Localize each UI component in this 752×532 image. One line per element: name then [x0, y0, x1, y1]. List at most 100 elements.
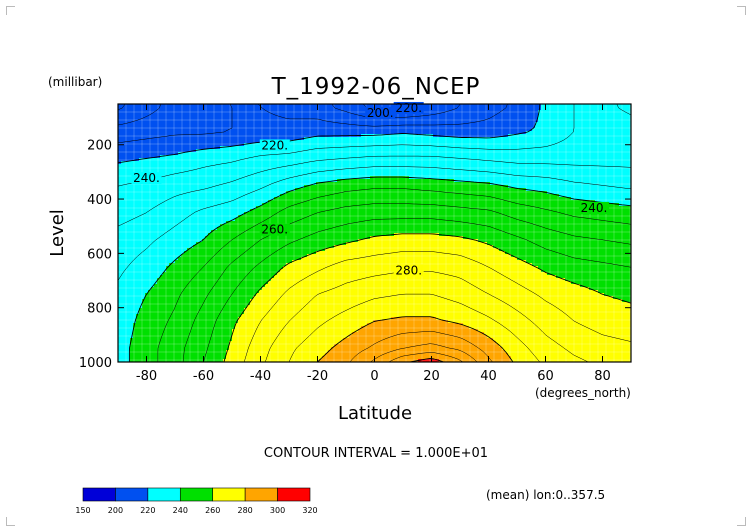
contour-fill-cell [244, 182, 248, 186]
contour-fill-cell [424, 107, 428, 111]
contour-fill-cell [604, 119, 608, 123]
contour-fill-cell [577, 122, 581, 126]
contour-fill-cell [118, 164, 122, 168]
contour-fill-cell [301, 104, 305, 108]
contour-fill-cell [211, 176, 215, 180]
contour-fill-cell [469, 185, 473, 189]
contour-fill-cell [163, 104, 167, 108]
contour-fill-cell [172, 125, 176, 129]
contour-fill-cell [316, 155, 320, 159]
contour-fill-cell [490, 107, 494, 111]
contour-fill-cell [475, 134, 479, 138]
contour-fill-cell [604, 116, 608, 120]
contour-fill-cell [190, 167, 194, 171]
contour-fill-cell [460, 158, 464, 162]
contour-fill-cell [157, 170, 161, 174]
contour-fill-cell [256, 122, 260, 126]
contour-fill-cell [421, 167, 425, 171]
contour-fill-cell [187, 122, 191, 126]
contour-fill-cell [418, 143, 422, 147]
contour-fill-cell [184, 155, 188, 159]
contour-fill-cell [583, 176, 587, 180]
contour-fill-cell [301, 179, 305, 183]
contour-fill-cell [544, 122, 548, 126]
contour-fill-cell [139, 140, 143, 144]
contour-fill-cell [205, 161, 209, 165]
contour-fill-cell [556, 188, 560, 192]
contour-fill-cell [301, 119, 305, 123]
contour-fill-cell [346, 152, 350, 156]
contour-fill-cell [331, 167, 335, 171]
contour-fill-cell [448, 176, 452, 180]
contour-fill-cell [352, 140, 356, 144]
contour-fill-cell [235, 149, 239, 153]
contour-fill-cell [400, 122, 404, 126]
contour-fill-cell [355, 119, 359, 123]
contour-fill-cell [337, 170, 341, 174]
contour-fill-cell [391, 176, 395, 180]
contour-fill-cell [142, 155, 146, 159]
contour-fill-cell [349, 185, 353, 189]
contour-fill-cell [202, 170, 206, 174]
contour-fill-cell [157, 146, 161, 150]
contour-fill-cell [304, 107, 308, 111]
contour-fill-cell [283, 125, 287, 129]
contour-fill-cell [421, 158, 425, 162]
contour-fill-cell [289, 137, 293, 141]
contour-fill-cell [613, 170, 617, 174]
contour-fill-cell [550, 185, 554, 189]
contour-fill-cell [211, 128, 215, 132]
contour-fill-cell [535, 110, 539, 114]
contour-fill-cell [403, 116, 407, 120]
contour-fill-cell [310, 164, 314, 168]
contour-fill-cell [598, 161, 602, 165]
contour-fill-cell [379, 122, 383, 126]
contour-fill-cell [250, 146, 254, 150]
contour-fill-cell [217, 119, 221, 123]
contour-fill-cell [157, 119, 161, 123]
contour-fill-cell [409, 116, 413, 120]
contour-fill-cell [556, 146, 560, 150]
contour-fill-cell [517, 167, 521, 171]
contour-fill-cell [145, 155, 149, 159]
contour-fill-cell [436, 104, 440, 108]
contour-fill-cell [337, 110, 341, 114]
contour-fill-cell [607, 176, 611, 180]
contour-fill-cell [403, 182, 407, 186]
contour-fill-cell [322, 104, 326, 108]
contour-fill-cell [460, 104, 464, 108]
contour-fill-cell [424, 146, 428, 150]
contour-fill-cell [475, 143, 479, 147]
contour-fill-cell [445, 119, 449, 123]
contour-fill-cell [568, 155, 572, 159]
contour-fill-cell [214, 152, 218, 156]
contour-fill-cell [595, 185, 599, 189]
contour-fill-cell [616, 167, 620, 171]
contour-fill-cell [436, 113, 440, 117]
contour-fill-cell [529, 179, 533, 183]
contour-fill-cell [589, 128, 593, 132]
contour-fill-cell [361, 107, 365, 111]
contour-fill-cell [121, 191, 125, 195]
contour-fill-cell [124, 161, 128, 165]
contour-fill-cell [226, 131, 230, 135]
contour-fill-cell [316, 143, 320, 147]
contour-fill-cell [541, 158, 545, 162]
contour-fill-cell [442, 134, 446, 138]
contour-fill-cell [520, 167, 524, 171]
contour-fill-cell [322, 146, 326, 150]
crop-mark-bottom-right [737, 517, 746, 526]
contour-fill-cell [310, 158, 314, 162]
contour-fill-cell [283, 164, 287, 168]
contour-fill-cell [511, 140, 515, 144]
contour-fill-cell [577, 140, 581, 144]
contour-fill-cell [520, 146, 524, 150]
contour-fill-cell [130, 128, 134, 132]
contour-fill-cell [190, 119, 194, 123]
contour-fill-cell [508, 155, 512, 159]
contour-fill-cell [613, 125, 617, 129]
contour-fill-cell [475, 146, 479, 150]
contour-fill-cell [241, 185, 245, 189]
contour-fill-cell [562, 188, 566, 192]
contour-fill-cell [298, 104, 302, 108]
